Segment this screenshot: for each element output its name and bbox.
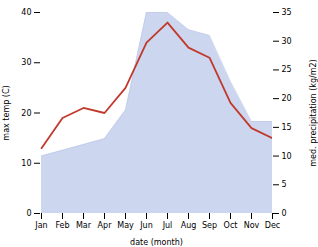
svg-text:Jul: Jul: [162, 221, 173, 230]
svg-text:Sep: Sep: [202, 221, 217, 230]
svg-text:Jan: Jan: [34, 221, 47, 230]
svg-text:May: May: [117, 221, 134, 230]
svg-text:Mar: Mar: [76, 221, 92, 230]
svg-text:Aug: Aug: [181, 221, 197, 230]
svg-text:5: 5: [282, 180, 287, 189]
svg-text:Nov: Nov: [244, 221, 260, 230]
svg-text:0: 0: [26, 209, 31, 218]
svg-text:med. precipitation (kg/m2): med. precipitation (kg/m2): [309, 59, 318, 166]
svg-text:20: 20: [21, 109, 31, 118]
svg-text:Feb: Feb: [55, 221, 69, 230]
svg-text:0: 0: [282, 209, 287, 218]
svg-text:Apr: Apr: [98, 221, 113, 230]
svg-text:max temp (C): max temp (C): [2, 85, 11, 140]
svg-text:30: 30: [282, 37, 292, 46]
svg-text:35: 35: [282, 8, 292, 17]
svg-text:Dec: Dec: [265, 221, 280, 230]
svg-text:Oct: Oct: [224, 221, 238, 230]
svg-text:Jun: Jun: [139, 221, 153, 230]
svg-text:25: 25: [282, 65, 292, 74]
svg-text:20: 20: [282, 94, 292, 103]
svg-text:30: 30: [21, 58, 31, 67]
svg-text:date (month): date (month): [130, 238, 183, 247]
svg-text:40: 40: [21, 8, 31, 17]
svg-text:10: 10: [21, 159, 31, 168]
svg-text:15: 15: [282, 123, 292, 132]
svg-text:10: 10: [282, 152, 292, 161]
